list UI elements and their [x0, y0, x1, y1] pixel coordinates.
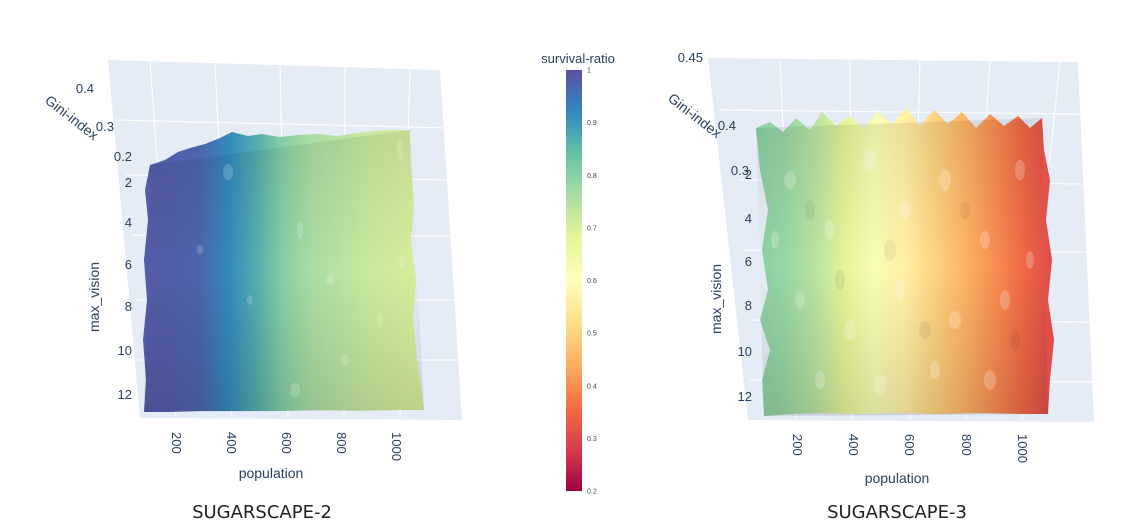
- z-tick-labels-1: 0.4 0.30.2: [76, 81, 132, 164]
- x-tick-label: 400: [846, 434, 861, 456]
- x-tick-label: 400: [224, 432, 239, 454]
- colorbar-ticks: 1 0.9 0.8 0.7 0.6 0.5 0.4 0.3 0.2: [587, 68, 597, 496]
- colorbar-title: survival-ratio: [541, 51, 615, 66]
- x-axis-title-1: population: [239, 465, 304, 481]
- colorbar-tick-label: 0.2: [587, 489, 597, 496]
- y-axis-title-2: max_vision: [708, 264, 724, 334]
- x-tick-label: 200: [790, 434, 805, 456]
- caption-1: SUGARSCAPE-2: [192, 502, 332, 523]
- colorbar-tick-label: 0.6: [587, 278, 597, 285]
- x-tick-label: 600: [279, 432, 294, 454]
- x-tick-labels-2: 200 400 600 800 1000: [790, 434, 1030, 463]
- colorbar-gradient: [566, 70, 582, 491]
- z-axis-title-1: Gini-index: [42, 92, 102, 143]
- x-tick-label: 1000: [1015, 434, 1030, 463]
- z-tick-labels-2: 0.45 0.4 0.3: [678, 50, 749, 178]
- caption-2: SUGARSCAPE-3: [827, 502, 967, 523]
- colorbar: survival-ratio 1 0.9 0.8 0.7 0.6 0.5 0.4 0.3 0.2: [541, 51, 615, 496]
- y-axis-title-1: max_vision: [86, 262, 102, 332]
- x-tick-label: 800: [959, 434, 974, 456]
- colorbar-tick-label: 1: [587, 68, 591, 75]
- surface-texture-1: [197, 140, 405, 397]
- y-tick-label: 2: [745, 167, 752, 182]
- y-tick-label: 12: [738, 389, 752, 404]
- z-tick-label: 0.3: [96, 119, 114, 134]
- colorbar-tick-label: 0.5: [587, 331, 597, 338]
- colorbar-tick-label: 0.9: [587, 120, 597, 127]
- y-tick-label: 6: [125, 257, 132, 272]
- x-axis-title-2: population: [865, 470, 930, 486]
- surface-plot-1: 0.4 0.30.2 2 4 6 8 10 12 200 400 600 800 1000 Gini…: [42, 60, 462, 523]
- y-tick-label: 10: [738, 344, 752, 359]
- z-tick-label: 0.4: [76, 81, 94, 96]
- y-tick-label: 8: [745, 298, 752, 313]
- y-tick-label: 8: [125, 299, 132, 314]
- x-tick-label: 200: [169, 432, 184, 454]
- colorbar-tick-label: 0.3: [587, 436, 597, 443]
- y-tick-labels-2: 2 4 6 8 10 12: [738, 167, 752, 404]
- surface-texture-2-dark: [805, 200, 1020, 351]
- y-tick-label: 12: [118, 387, 132, 402]
- y-tick-label: 10: [118, 343, 132, 358]
- z-tick-label: 0.45: [678, 50, 703, 65]
- z-tick-label: 0.3: [731, 163, 749, 178]
- x-tick-label: 600: [902, 434, 917, 456]
- colorbar-tick-label: 0.8: [587, 173, 597, 180]
- z-tick-label: 0.2: [114, 149, 132, 164]
- x-tick-label: 800: [334, 432, 349, 454]
- z-tick-label: 0.4: [718, 118, 736, 133]
- y-tick-labels-1: 2 4 6 8 10 12: [118, 175, 132, 402]
- y-tick-label: 4: [745, 211, 752, 226]
- y-tick-label: 4: [125, 215, 132, 230]
- y-tick-label: 6: [745, 254, 752, 269]
- x-tick-labels-1: 200 400 600 800 1000: [169, 432, 404, 461]
- colorbar-tick-label: 0.4: [587, 383, 597, 390]
- y-tick-label: 2: [125, 175, 132, 190]
- colorbar-tick-label: 0.7: [587, 225, 597, 232]
- surface-texture-2: [771, 148, 1034, 395]
- x-tick-label: 1000: [389, 432, 404, 461]
